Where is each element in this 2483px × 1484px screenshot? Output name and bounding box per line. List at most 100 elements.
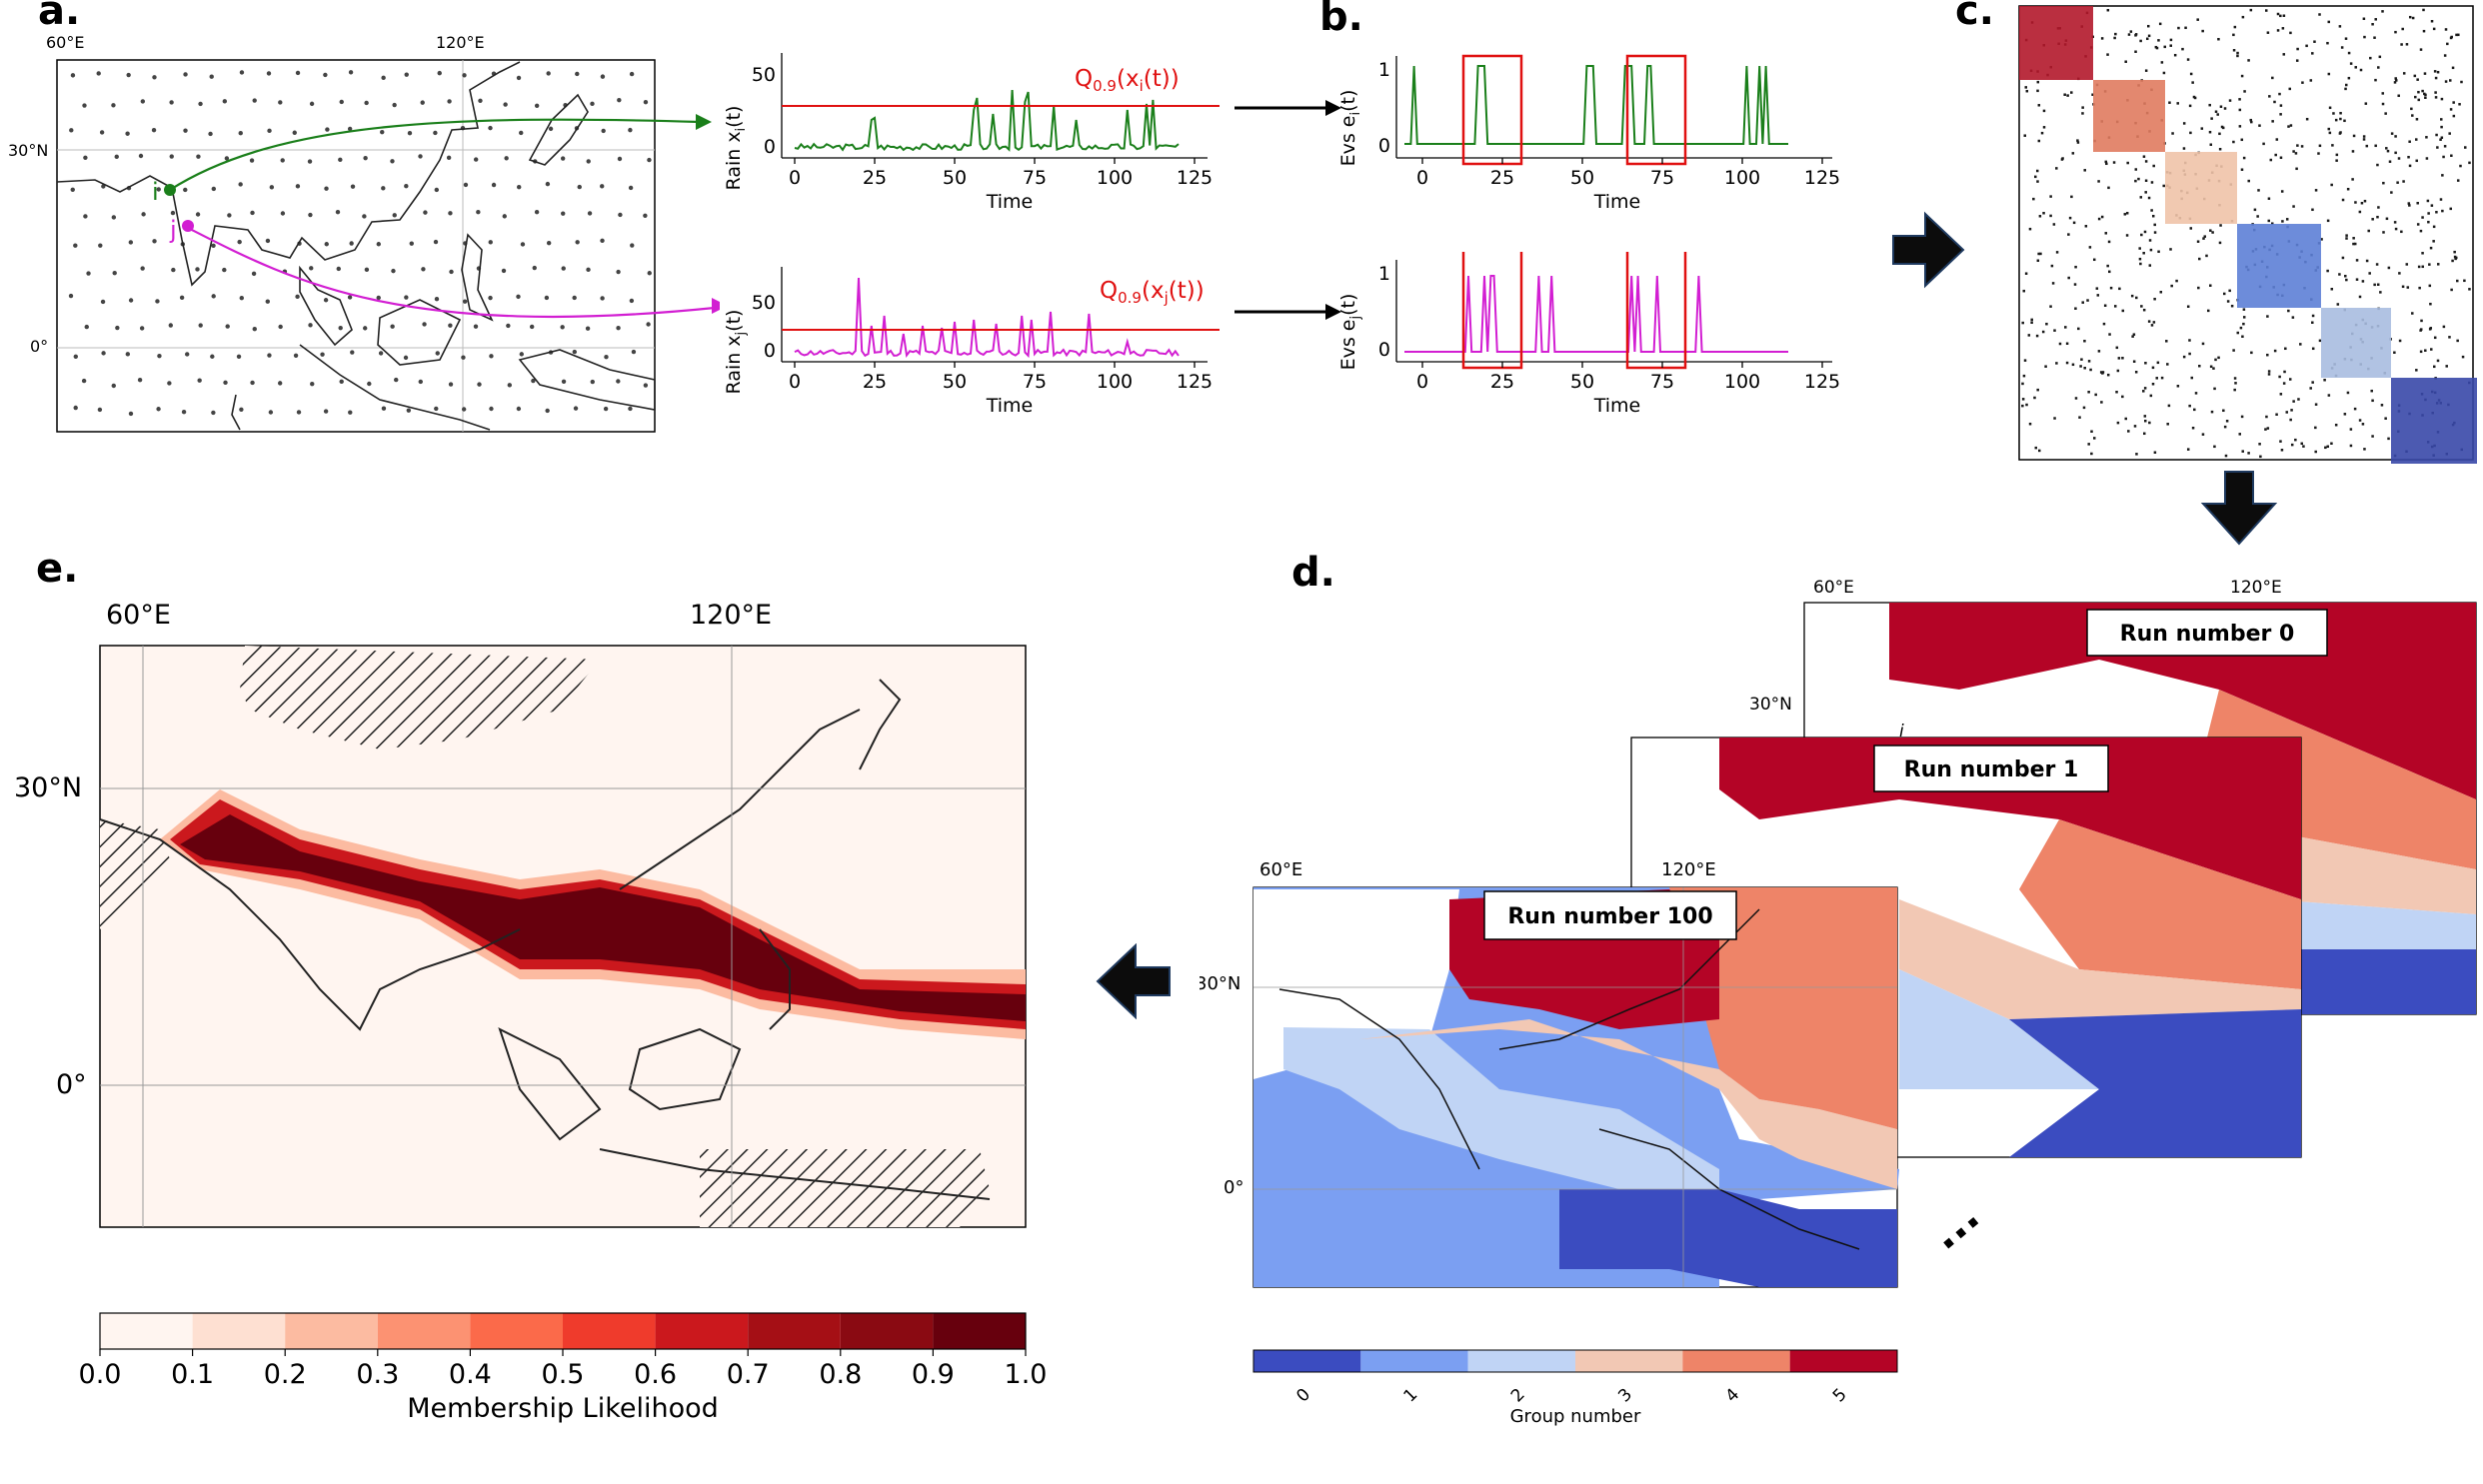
- matrix-edge: [2211, 231, 2214, 234]
- station-dot: [437, 70, 442, 76]
- station-dot: [323, 298, 329, 303]
- station-dot: [251, 271, 257, 277]
- matrix-edge: [2240, 415, 2244, 419]
- matrix-edge: [2036, 80, 2040, 84]
- station-dot: [211, 243, 216, 248]
- evs-j-xtick-label: 75: [1650, 371, 1674, 393]
- matrix-edge: [2411, 16, 2415, 20]
- matrix-edge: [2153, 451, 2157, 454]
- matrix-edge: [2326, 41, 2329, 45]
- matrix-edge: [2451, 259, 2454, 263]
- station-dot: [376, 242, 381, 247]
- matrix-edge: [2024, 86, 2028, 89]
- matrix-edge: [2162, 184, 2165, 188]
- matrix-edge: [2394, 77, 2397, 80]
- matrix-edge: [2405, 43, 2409, 46]
- matrix-edge: [2105, 162, 2108, 166]
- evs-j-ytick-1: 1: [1378, 263, 1390, 285]
- station-dot: [404, 72, 409, 77]
- station-dot: [86, 271, 91, 276]
- matrix-edge: [2344, 37, 2348, 40]
- map-e-lat-tick-30: 30°N: [14, 772, 82, 803]
- station-dot: [128, 298, 134, 303]
- matrix-edge: [2218, 147, 2222, 151]
- matrix-edge: [2219, 224, 2222, 227]
- matrix-edge: [2411, 114, 2414, 117]
- matrix-edge: [2445, 365, 2448, 368]
- matrix-edge: [2106, 264, 2109, 268]
- matrix-edge: [2292, 150, 2295, 153]
- station-dot: [516, 75, 522, 81]
- station-dot: [97, 407, 103, 413]
- matrix-edge: [2100, 37, 2104, 40]
- station-dot: [280, 158, 285, 163]
- station-j-label: j: [169, 216, 177, 244]
- group-colorbar-tick: 4: [1722, 1385, 1744, 1407]
- matrix-edge: [2290, 409, 2293, 412]
- matrix-edge: [2217, 356, 2220, 360]
- station-dot: [269, 185, 275, 190]
- arrow-i-head: [696, 114, 712, 130]
- station-dot: [473, 157, 479, 162]
- matrix-edge: [2311, 321, 2314, 324]
- matrix-edge: [2301, 81, 2304, 84]
- matrix-edge: [2094, 393, 2097, 397]
- matrix-edge: [2134, 168, 2138, 171]
- arrow-head: [1325, 304, 1341, 320]
- station-dot: [252, 98, 257, 103]
- matrix-edge: [2052, 223, 2056, 226]
- matrix-edge: [2390, 132, 2394, 135]
- matrix-edge: [2198, 364, 2201, 368]
- matrix-edge: [2168, 101, 2171, 104]
- station-dot: [222, 267, 227, 273]
- run-100-coastline: [1498, 908, 1760, 1050]
- likelihood-colorbar-tick: 0.5: [542, 1359, 585, 1390]
- station-dot: [151, 127, 157, 133]
- matrix-edge: [2328, 106, 2332, 110]
- station-dot: [422, 322, 427, 327]
- matrix-edge: [2271, 76, 2274, 80]
- matrix-edge: [2287, 309, 2290, 313]
- matrix-edge: [2223, 107, 2227, 110]
- run-0-lat-tick-30: 30°N: [1749, 695, 1792, 715]
- matrix-edge: [2408, 164, 2412, 168]
- map-e-coastline-japan: [859, 679, 902, 770]
- map-a-lon-tick-60: 60°E: [46, 33, 84, 52]
- matrix-edge: [2196, 18, 2199, 21]
- station-dot: [101, 351, 106, 356]
- station-dot: [600, 296, 605, 301]
- matrix-edge: [2318, 144, 2322, 148]
- station-dot: [128, 240, 134, 245]
- matrix-edge: [2295, 59, 2299, 62]
- station-dot: [477, 382, 482, 387]
- matrix-edge: [2398, 339, 2402, 343]
- station-dot: [628, 406, 633, 412]
- matrix-edge: [2368, 272, 2371, 275]
- station-dot: [503, 102, 508, 107]
- likelihood-colorbar-tick: 1.0: [1005, 1359, 1048, 1390]
- station-dot: [418, 154, 423, 159]
- matrix-edge: [2296, 47, 2299, 51]
- station-dot: [646, 322, 651, 327]
- station-dot: [447, 99, 452, 104]
- rain-j-threshold-label: Q0.9(xj(t)): [1100, 278, 1205, 307]
- matrix-edge: [2309, 387, 2312, 390]
- station-dot: [407, 131, 413, 136]
- matrix-edge: [2262, 142, 2265, 146]
- station-dot: [238, 182, 243, 187]
- matrix-edge: [2115, 346, 2119, 350]
- matrix-edge: [2455, 33, 2458, 37]
- station-dot: [111, 383, 116, 389]
- matrix-edge: [2230, 304, 2234, 308]
- station-dot: [647, 271, 652, 276]
- station-dot: [590, 379, 595, 385]
- station-dot: [155, 299, 160, 304]
- matrix-edge: [2281, 27, 2285, 30]
- matrix-edge: [2338, 25, 2342, 28]
- matrix-edge: [2104, 232, 2108, 235]
- matrix-edge: [2283, 370, 2286, 374]
- station-dot: [348, 70, 354, 75]
- coastline-borneo: [377, 299, 462, 366]
- station-dot: [69, 128, 74, 133]
- likelihood-colorbar-swatch-6: [655, 1313, 749, 1349]
